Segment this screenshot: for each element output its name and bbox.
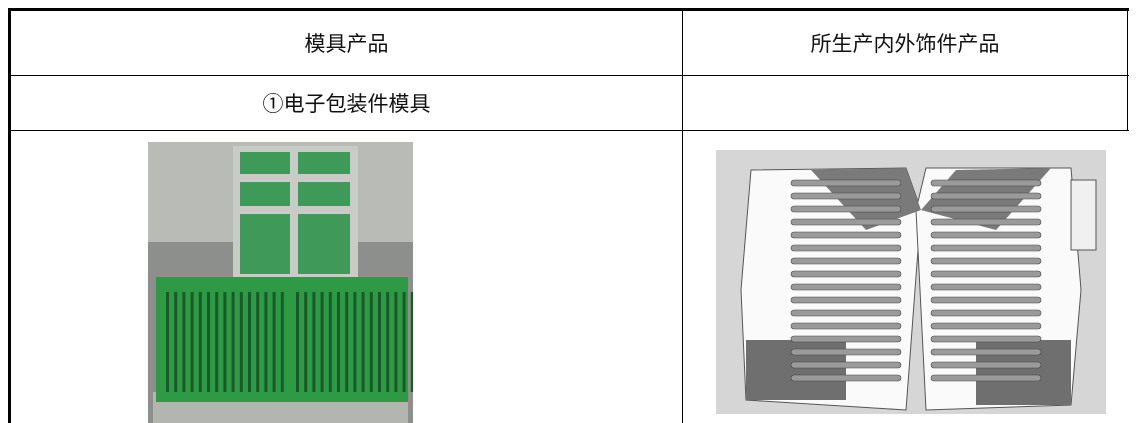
fin-gap (248, 292, 251, 392)
slot (930, 335, 1042, 343)
mold-photo (148, 142, 413, 423)
fin-gap (345, 292, 349, 392)
fin-gap (256, 292, 260, 392)
slot (930, 309, 1042, 317)
slot (790, 283, 902, 291)
slot (790, 322, 902, 330)
fin-gap (410, 292, 413, 392)
slot (790, 205, 902, 213)
shelf (298, 182, 350, 206)
slot (790, 374, 902, 382)
table-border-right (1127, 8, 1128, 130)
shelf (240, 152, 290, 174)
slot (930, 257, 1042, 265)
fin-gap (215, 292, 219, 392)
column-divider (682, 8, 683, 423)
slot (930, 270, 1042, 278)
fin-gap (296, 292, 299, 392)
fin-gap (337, 292, 340, 392)
slot (790, 192, 902, 200)
product-render (716, 150, 1106, 414)
slot (930, 322, 1042, 330)
slot (790, 257, 902, 265)
slot (790, 309, 902, 317)
shelf (298, 214, 350, 274)
fin-gap (402, 292, 406, 392)
shelf (240, 182, 290, 206)
fin-gap (378, 292, 381, 392)
row-divider (8, 130, 1129, 131)
fin-gap (328, 292, 332, 392)
table-border-left (8, 8, 11, 423)
slot (790, 218, 902, 226)
fin-gap (223, 292, 227, 392)
slot (930, 296, 1042, 304)
tab (1070, 179, 1097, 251)
fin-gap (190, 292, 194, 392)
slot (930, 283, 1042, 291)
slot (790, 361, 902, 369)
fin-gap (272, 292, 276, 392)
slot (930, 205, 1042, 213)
fin-gap (304, 292, 308, 392)
slot (790, 244, 902, 252)
fin-gap (361, 292, 365, 392)
fin-gap (394, 292, 398, 392)
fin-gap (353, 292, 357, 392)
slot (790, 296, 902, 304)
slot (790, 270, 902, 278)
slot (790, 231, 902, 239)
fin-gap (207, 292, 210, 392)
fin-gap (239, 292, 243, 392)
header-cell: 所生产内外饰件产品 (810, 32, 1000, 56)
slot (790, 179, 902, 187)
shelf (298, 152, 350, 174)
slot (930, 361, 1042, 369)
table-cell: ①电子包装件模具 (262, 92, 431, 116)
slot (930, 244, 1042, 252)
row-divider (8, 75, 1129, 76)
slot (790, 335, 902, 343)
fin-gap (280, 292, 284, 392)
fin-gap (386, 292, 390, 392)
fin-gap (174, 292, 178, 392)
fin-gap (320, 292, 324, 392)
fin-gap (198, 292, 202, 392)
slot (930, 231, 1042, 239)
header-cell: 模具产品 (304, 32, 389, 56)
fin-gap (369, 292, 373, 392)
slot (930, 179, 1042, 187)
slot (930, 374, 1042, 382)
fin-gap (182, 292, 186, 392)
slot (930, 218, 1042, 226)
fin-gap (264, 292, 268, 392)
fin-gap (166, 292, 169, 392)
fin-gap (312, 292, 316, 392)
slot (930, 348, 1042, 356)
fin-gap (231, 292, 235, 392)
slot (930, 192, 1042, 200)
shelf (240, 214, 290, 274)
table-border-top (8, 8, 1129, 11)
slot (790, 348, 902, 356)
